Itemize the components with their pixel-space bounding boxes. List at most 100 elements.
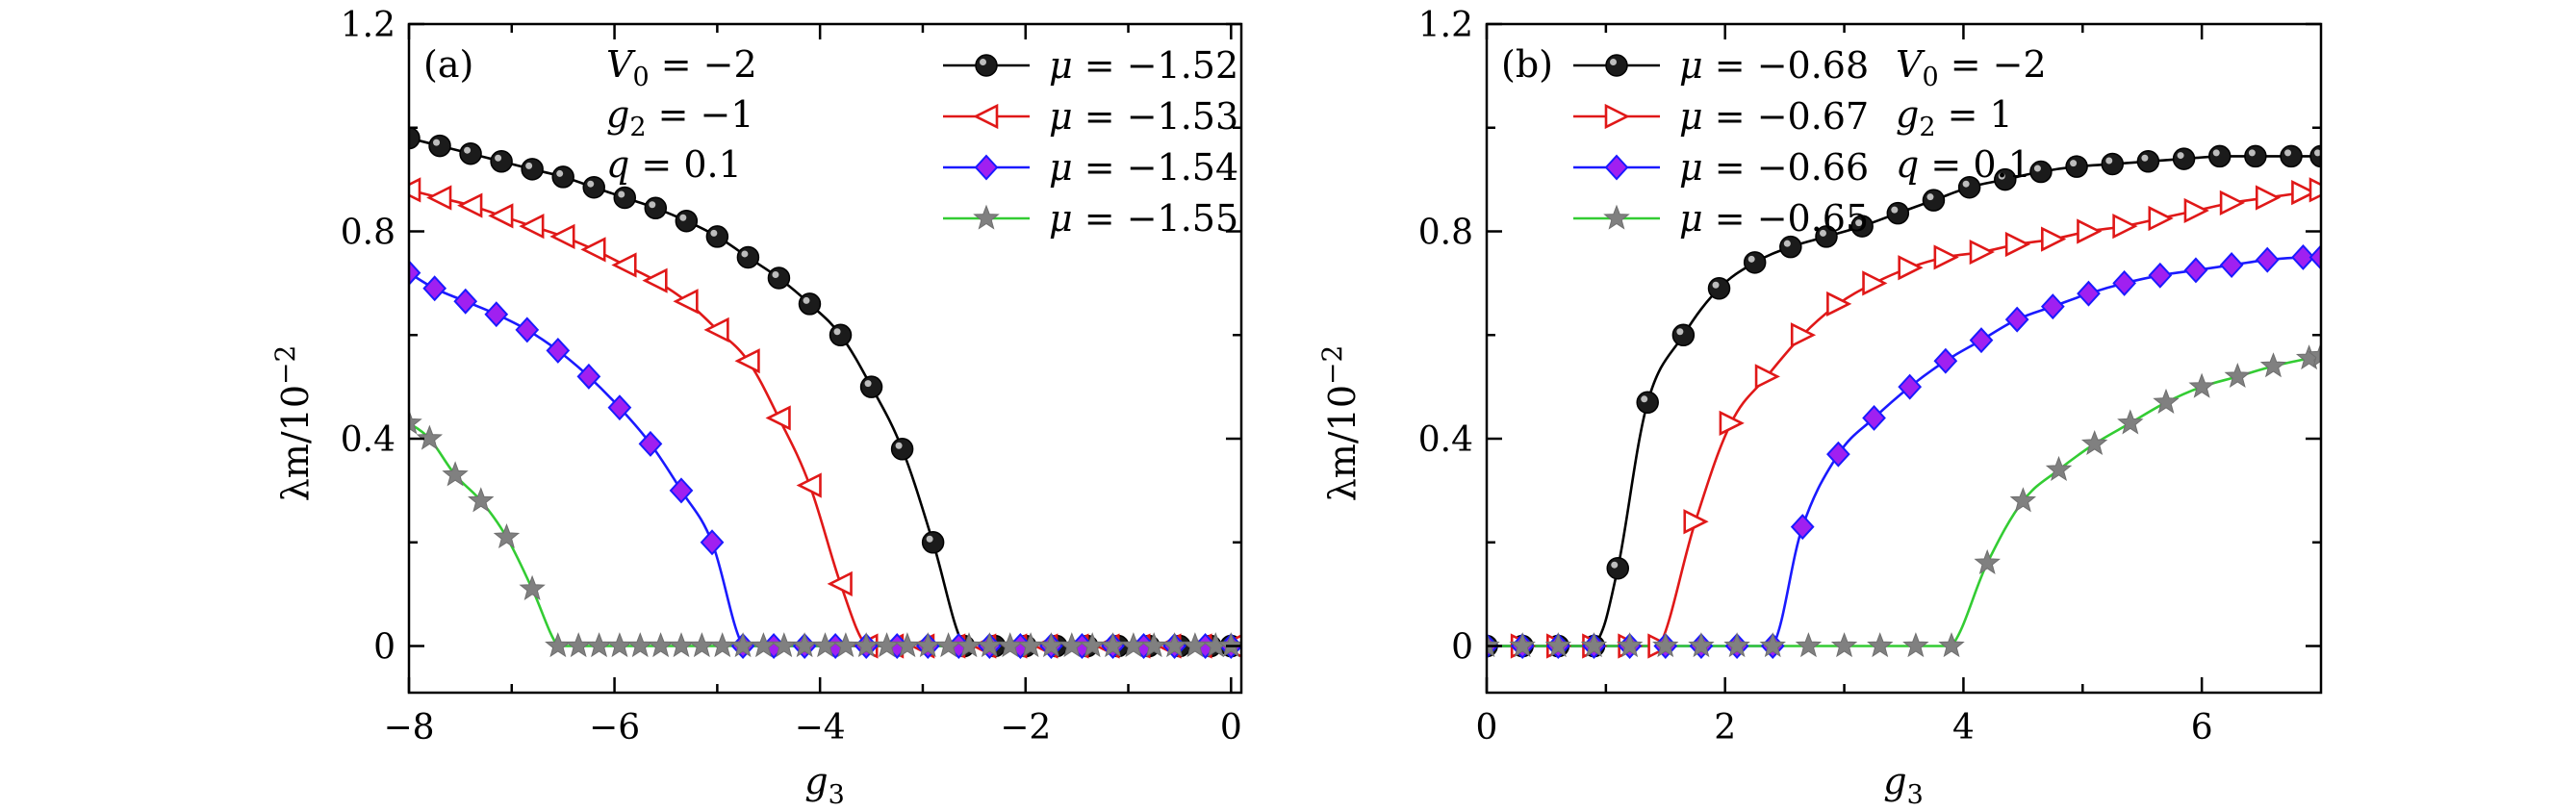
x-tick-label: 0 [1476, 708, 1498, 748]
data-point-s4 [2153, 388, 2180, 414]
data-point-s3 [422, 275, 447, 302]
data-point-s1 [2244, 144, 2267, 168]
data-point-s2 [1898, 255, 1924, 281]
y-tick-label: 0.4 [341, 420, 395, 460]
parameter-annotation: q = 0.1 [606, 143, 742, 186]
data-point-s4 [1902, 632, 1929, 658]
data-point-s3 [1826, 441, 1850, 468]
y-tick-label: 0.8 [341, 214, 395, 253]
data-point-s1 [859, 375, 883, 398]
data-point-s4 [585, 632, 613, 658]
legend-label: μ = −0.67 [1679, 95, 1869, 138]
data-point-s1-highlight [1676, 328, 1684, 336]
series-line-4 [1487, 354, 2321, 647]
data-point-s2 [642, 267, 668, 293]
series-group [1487, 144, 2321, 659]
data-point-s4 [688, 632, 716, 658]
data-point-s4 [565, 632, 592, 658]
data-point-s1-highlight [1712, 281, 1720, 289]
data-point-s2 [580, 237, 606, 263]
data-point-s1 [2136, 150, 2160, 173]
data-point-s1-highlight [803, 296, 810, 304]
data-point-s3 [1862, 404, 1886, 431]
data-point-s1 [767, 266, 791, 290]
data-point-s4 [1487, 632, 1500, 658]
legend-label: μ = −1.54 [1049, 146, 1238, 189]
data-point-s3 [2308, 243, 2321, 270]
data-point-s2 [1790, 322, 1817, 348]
data-point-s4 [2308, 342, 2321, 367]
data-point-s2 [1754, 364, 1780, 390]
data-point-s4 [1974, 548, 2001, 574]
data-point-s1 [675, 209, 699, 233]
data-point-s2 [611, 252, 637, 278]
data-point-s2 [1719, 410, 1745, 436]
data-point-s3 [2112, 269, 2136, 296]
data-point-s1-highlight [1747, 255, 1755, 263]
data-point-s1-highlight [1855, 219, 1863, 227]
data-point-s2 [2308, 177, 2321, 203]
data-point-s2 [457, 192, 483, 218]
data-point-s3 [607, 394, 632, 421]
data-point-s1 [1922, 189, 1946, 212]
data-point-s1 [736, 245, 760, 269]
data-point-s1-highlight [649, 201, 656, 209]
data-point-s1 [1636, 391, 1659, 415]
data-point-s3 [2040, 293, 2065, 320]
legend-marker-highlight [1610, 59, 1617, 65]
data-point-s1 [490, 150, 513, 173]
data-point-s1-highlight [495, 154, 502, 162]
data-point-s1-highlight [1641, 395, 1648, 403]
x-tick-label: −8 [383, 708, 434, 748]
data-point-s4 [545, 632, 572, 658]
legend-marker [975, 54, 998, 77]
x-axis-label: g3 [1883, 760, 1924, 810]
data-point-s3 [669, 477, 694, 504]
data-point-s2 [2041, 226, 2067, 252]
data-point-s2 [1969, 239, 1995, 266]
data-point-s4 [1938, 632, 1965, 658]
data-point-s4 [708, 632, 736, 658]
data-point-s4 [2188, 372, 2215, 398]
data-point-s3 [2291, 243, 2315, 270]
data-point-s1-highlight [1998, 172, 2005, 180]
data-point-s4 [1652, 632, 1679, 658]
parameter-annotation: V0 = −2 [1896, 43, 2047, 92]
data-point-s3 [1898, 373, 1923, 400]
data-point-s1-highlight [895, 442, 903, 449]
x-tick-label: 6 [2191, 708, 2213, 748]
data-point-s2 [426, 185, 452, 211]
data-point-s3 [2183, 257, 2208, 284]
legend-marker [973, 204, 1000, 230]
x-tick-label: −2 [1000, 708, 1051, 748]
data-point-s1-highlight [679, 214, 687, 221]
data-point-s4 [1688, 632, 1715, 658]
y-tick-label: 1.2 [1418, 6, 1473, 45]
data-point-s2 [549, 223, 575, 249]
data-point-s4 [2259, 352, 2287, 378]
data-point-s2 [796, 472, 822, 498]
data-point-s1-highlight [464, 146, 472, 154]
data-point-s1 [1886, 201, 1910, 225]
data-point-s1-highlight [2141, 154, 2149, 162]
data-point-s3 [2255, 246, 2280, 273]
plot-frame [1485, 22, 2323, 695]
x-tick-label: −6 [589, 708, 640, 748]
data-point-s2 [2255, 185, 2282, 211]
data-point-s2 [2077, 218, 2103, 244]
data-point-s1-highlight [618, 190, 625, 198]
data-point-s2 [1862, 270, 1888, 296]
x-axis-label: g3 [804, 760, 845, 810]
legend-label: μ = −0.68 [1679, 44, 1869, 87]
plot-area-a: −8 −6 −4 −2 0 0 0.4 0.8 1.2 g3 (a) V0 = −2g2 = −1q … [341, 6, 1243, 810]
data-point-s3 [700, 529, 725, 556]
data-point-s4 [1616, 632, 1644, 658]
legend-marker [973, 103, 999, 130]
data-point-s1 [551, 165, 574, 189]
series-line-4 [409, 421, 1232, 647]
data-point-s4 [2117, 409, 2144, 435]
data-point-s2 [765, 405, 791, 431]
panel-b: λm/10−2 0 2 4 6 0 0.4 0.8 1.2 g3 (b) V0 = −2g2 = 1… [1316, 6, 2323, 810]
panel-a: λm/10−2 −8 −6 −4 −2 0 0 0.4 0.8 1.2 g3 (a) V0 = −2g… [269, 6, 1243, 810]
data-point-s3 [1933, 347, 1958, 374]
